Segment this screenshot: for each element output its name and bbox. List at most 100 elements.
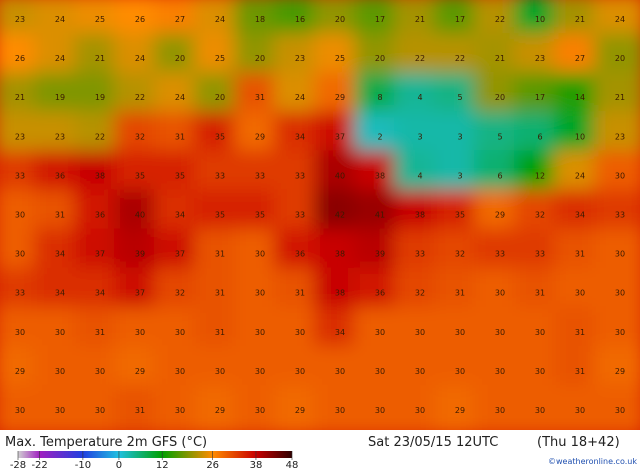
temperature-label: 35 (175, 171, 185, 180)
temperature-label: 30 (375, 406, 385, 415)
temperature-label: 20 (495, 93, 505, 102)
temperature-label: 33 (255, 171, 265, 180)
map-title: Max. Temperature 2m GFS (°C) (5, 435, 207, 450)
temperature-label: 31 (215, 328, 225, 337)
temperature-label: 30 (615, 171, 625, 180)
temperature-label: 8 (377, 93, 382, 102)
temperature-label: 20 (335, 15, 345, 24)
temperature-label: 30 (175, 406, 185, 415)
temperature-label: 30 (295, 367, 305, 376)
temperature-label: 36 (55, 171, 65, 180)
temperature-label: 39 (375, 250, 385, 259)
temperature-label: 19 (55, 93, 65, 102)
temperature-label: 22 (95, 132, 105, 141)
legend-tick-label: 26 (206, 460, 219, 469)
legend-tick-label: 12 (156, 460, 169, 469)
temperature-label: 35 (135, 171, 145, 180)
temperature-label: 25 (95, 15, 105, 24)
temperature-label: 30 (255, 289, 265, 298)
temperature-label: 21 (575, 15, 585, 24)
temperature-label: 31 (135, 406, 145, 415)
temperature-label: 41 (375, 211, 385, 220)
temperature-label: 21 (95, 54, 105, 63)
temperature-label: 26 (15, 54, 25, 63)
temperature-label: 33 (15, 171, 25, 180)
temperature-label: 30 (455, 328, 465, 337)
temperature-label: 30 (495, 289, 505, 298)
temperature-label: 30 (335, 406, 345, 415)
temperature-label: 34 (95, 289, 105, 298)
temperature-label: 24 (55, 54, 65, 63)
temperature-label: 29 (615, 367, 625, 376)
temperature-label: 37 (335, 132, 345, 141)
temperature-label: 30 (175, 367, 185, 376)
temperature-label: 6 (497, 171, 502, 180)
temperature-label: 24 (575, 171, 585, 180)
temperature-label: 35 (255, 211, 265, 220)
temperature-label: 31 (575, 250, 585, 259)
temperature-label: 4 (417, 171, 422, 180)
temperature-label: 24 (295, 93, 305, 102)
temperature-label: 30 (575, 406, 585, 415)
temperature-label: 23 (55, 132, 65, 141)
temperature-label: 38 (415, 211, 425, 220)
temperature-label: 3 (457, 171, 462, 180)
temperature-label: 38 (95, 171, 105, 180)
temperature-label: 25 (335, 54, 345, 63)
temperature-label: 22 (495, 15, 505, 24)
temperature-label: 17 (455, 15, 465, 24)
temperature-cell (594, 384, 640, 430)
legend-tick-label: -10 (75, 460, 91, 469)
temperature-label: 34 (295, 132, 305, 141)
temperature-label: 5 (457, 93, 462, 102)
temperature-label: 5 (497, 132, 502, 141)
temperature-label: 32 (415, 289, 425, 298)
temperature-label: 30 (255, 250, 265, 259)
temperature-label: 14 (575, 93, 585, 102)
temperature-label: 42 (335, 211, 345, 220)
temperature-label: 30 (495, 406, 505, 415)
temperature-label: 30 (95, 367, 105, 376)
temperature-label: 30 (175, 328, 185, 337)
temperature-label: 24 (615, 15, 625, 24)
temperature-label: 30 (135, 328, 145, 337)
temperature-label: 20 (255, 54, 265, 63)
temperature-label: 35 (455, 211, 465, 220)
temperature-label: 30 (495, 328, 505, 337)
temperature-label: 29 (15, 367, 25, 376)
temperature-label: 30 (615, 289, 625, 298)
temperature-label: 30 (255, 367, 265, 376)
temperature-label: 32 (535, 211, 545, 220)
temperature-label: 18 (255, 15, 265, 24)
valid-time: Sat 23/05/15 12UTC (368, 435, 498, 450)
temperature-label: 33 (15, 289, 25, 298)
temperature-label: 23 (535, 54, 545, 63)
temperature-label: 30 (15, 328, 25, 337)
temperature-label: 22 (415, 54, 425, 63)
temperature-label: 34 (335, 328, 345, 337)
temperature-label: 32 (455, 250, 465, 259)
temperature-label: 30 (535, 367, 545, 376)
temperature-label: 30 (375, 328, 385, 337)
temperature-label: 24 (215, 15, 225, 24)
legend-tick-label: 0 (116, 460, 122, 469)
temperature-label: 30 (375, 367, 385, 376)
temperature-label: 30 (95, 406, 105, 415)
temperature-label: 24 (175, 93, 185, 102)
footer (0, 430, 640, 469)
temperature-label: 3 (417, 132, 422, 141)
temperature-label: 30 (335, 367, 345, 376)
temperature-label: 30 (55, 367, 65, 376)
temperature-label: 31 (455, 289, 465, 298)
temperature-label: 17 (535, 93, 545, 102)
legend-tick-label: 38 (250, 460, 263, 469)
temperature-label: 22 (135, 93, 145, 102)
temperature-label: 6 (537, 132, 542, 141)
temperature-label: 29 (495, 211, 505, 220)
temperature-label: 31 (215, 250, 225, 259)
temperature-label: 23 (15, 132, 25, 141)
temperature-label: 24 (55, 15, 65, 24)
